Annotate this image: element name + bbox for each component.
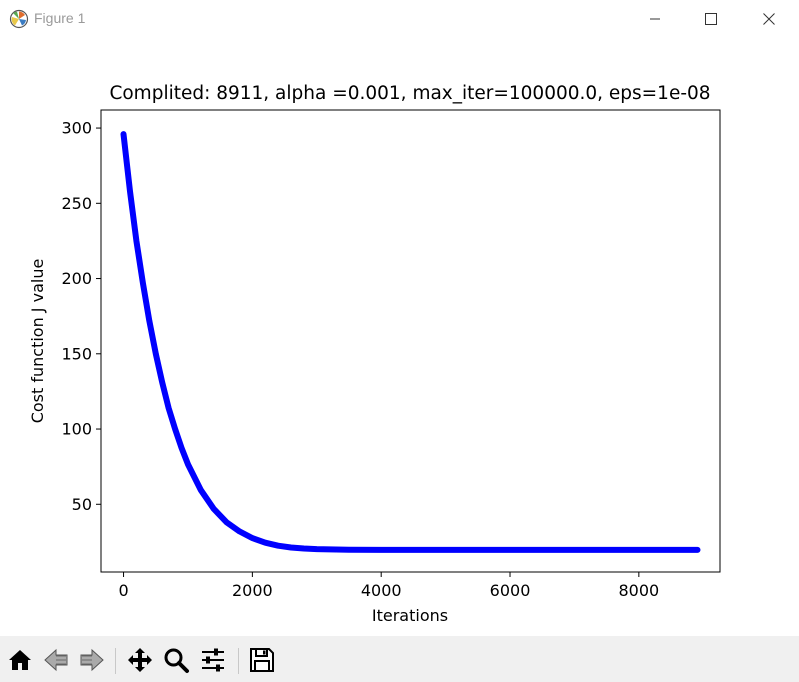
home-button[interactable] [4,644,36,676]
y-axis: 50 100 150 200 250 300 [61,119,101,514]
magnifier-icon [164,648,189,673]
home-icon [9,650,31,670]
toolbar-separator [238,648,239,674]
x-tick-label: 6000 [490,581,531,600]
forward-button[interactable] [76,644,108,676]
close-button[interactable] [746,0,792,38]
pan-button[interactable] [124,644,156,676]
y-tick-label: 300 [61,119,92,138]
x-tick-label: 0 [118,581,128,600]
toolbar-separator [115,648,116,674]
maximize-icon [705,13,717,25]
save-button[interactable] [246,644,278,676]
arrow-left-icon [44,648,68,672]
zoom-button[interactable] [160,644,192,676]
back-button[interactable] [40,644,72,676]
x-tick-label: 2000 [232,581,273,600]
configure-subplots-button[interactable] [197,644,229,676]
matplotlib-logo-icon [9,9,29,29]
y-tick-label: 250 [61,194,92,213]
close-icon [763,13,775,25]
y-tick-label: 100 [61,420,92,439]
x-tick-label: 8000 [618,581,659,600]
window-titlebar: Figure 1 [0,0,799,38]
x-tick-label: 4000 [361,581,402,600]
window-title: Figure 1 [34,10,86,26]
arrow-right-icon [80,648,104,672]
minimize-button[interactable] [632,0,678,38]
floppy-disk-icon [250,648,274,672]
minimize-icon [650,18,660,20]
x-axis-label: Iterations [372,606,448,625]
figure-canvas[interactable]: Complited: 8911, alpha =0.001, max_iter=… [0,38,799,636]
y-tick-label: 200 [61,269,92,288]
plot-axes-frame [100,109,721,573]
line-chart: Complited: 8911, alpha =0.001, max_iter=… [28,83,721,625]
series-line [120,131,701,553]
x-axis: 0 2000 4000 6000 8000 [118,572,659,600]
y-tick-label: 150 [61,344,92,363]
sliders-icon [202,648,224,672]
y-tick-label: 50 [72,495,92,514]
y-axis-label: Cost function J value [28,259,47,424]
maximize-button[interactable] [688,0,734,38]
move-icon [128,648,152,672]
chart-title: Complited: 8911, alpha =0.001, max_iter=… [109,83,710,104]
navigation-toolbar [0,636,799,682]
